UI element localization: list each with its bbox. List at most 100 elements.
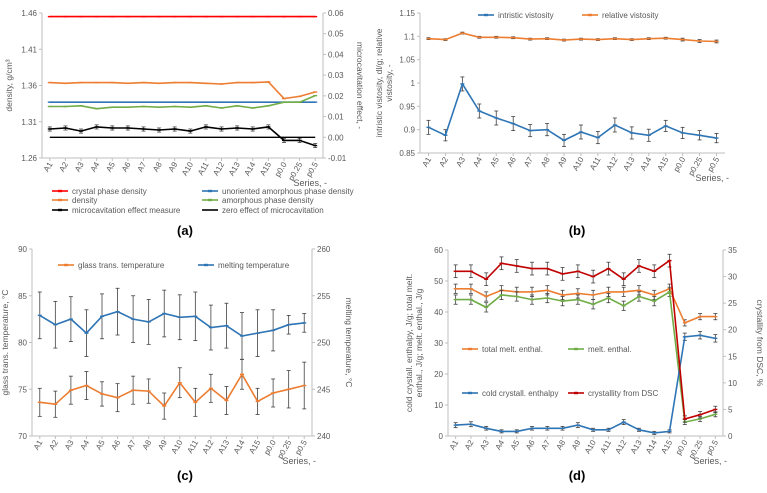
x-axis-title: Series, - [693, 456, 727, 466]
legend-label: amorphous phase density [222, 196, 314, 205]
x-tick-label: p0.5 [706, 155, 722, 173]
x-tick-label: A10 [180, 160, 195, 177]
legend-label: crystallity from DSC [588, 389, 658, 398]
x-tick-label: p0.5 [705, 438, 721, 456]
y2-tick-label: 250 [317, 339, 331, 348]
x-tick-label: A4 [471, 155, 484, 168]
series-line [49, 126, 316, 147]
x-tick-label: A5 [94, 438, 107, 451]
series-line [455, 287, 716, 324]
x-axis-title: Series, - [282, 456, 316, 466]
y2-tick-label: 15 [728, 352, 737, 361]
x-tick-label: A7 [522, 155, 535, 168]
y-tick-label: 1.05 [399, 56, 415, 65]
x-tick-label: A14 [644, 438, 659, 455]
y-tick-label: 50 [434, 277, 443, 286]
y2-tick-label: 35 [728, 246, 737, 255]
x-tick-label: A15 [258, 160, 273, 177]
y-axis-title: density, g/cm³ [4, 59, 14, 111]
y2-tick-label: 255 [317, 292, 331, 301]
y-tick-label: 0.85 [399, 149, 415, 158]
x-tick-label: A12 [605, 155, 620, 172]
x-axis-title: Series, - [293, 178, 327, 188]
y2-tick-label: 30 [728, 273, 737, 282]
y-tick-label: 0 [439, 432, 444, 441]
x-tick-label: A3 [478, 438, 491, 451]
x-tick-label: A12 [201, 438, 216, 455]
legend-label: glass trans. temperature [78, 261, 165, 270]
legend-label: unoriented amorphous phase density [222, 187, 354, 196]
x-tick-label: A14 [243, 160, 258, 177]
legend-label: crystal phase density [72, 187, 147, 196]
y2-tick-label: 0.04 [328, 50, 344, 59]
x-axis-title: Series, - [695, 173, 729, 183]
x-tick-label: A11 [196, 160, 211, 177]
x-tick-label: A3 [73, 160, 86, 173]
x-tick-label: A2 [57, 160, 70, 173]
y-tick-label: 80 [18, 339, 27, 348]
y2-tick-label: 25 [728, 299, 737, 308]
y2-tick-label: 0.01 [328, 113, 344, 122]
y2-tick-label: -0.01 [328, 154, 347, 163]
y2-tick-label: 20 [728, 326, 737, 335]
series-line [49, 94, 316, 110]
x-tick-label: A1 [42, 160, 55, 173]
legend-label: microcavitation effect measure [72, 206, 181, 215]
x-tick-label: A6 [120, 160, 133, 173]
x-tick-label: A11 [599, 438, 614, 455]
x-tick-label: A14 [639, 155, 654, 172]
x-tick-label: A9 [556, 155, 569, 168]
y-axis-title: glass trans. temperature, °C [0, 290, 10, 396]
panel-caption: (b) [569, 223, 586, 238]
chart-panel-1: 1.26 1.31 1.36 1.41 1.46 -0.01 0.00 0.01 0.02 0.0… [4, 9, 365, 238]
y-axis-title: vistosity, - [384, 64, 394, 101]
y-tick-label: 85 [18, 292, 27, 301]
x-tick-label: A4 [89, 160, 102, 173]
x-tick-label: p0.5 [304, 160, 320, 178]
x-tick-label: A1 [448, 438, 461, 451]
x-tick-label: A4 [494, 438, 507, 451]
panel-caption: (c) [177, 468, 193, 483]
y2-axis-title: microcavitation effect, - [355, 42, 365, 129]
x-tick-label: A8 [141, 438, 154, 451]
y-axis-title: enthal., J/g; melt. enthal., J/g [414, 288, 424, 397]
x-tick-label: A7 [136, 160, 149, 173]
x-tick-label: A8 [151, 160, 164, 173]
x-tick-label: A3 [63, 438, 76, 451]
y-axis-title: intristic vistosity, dl/g; relative [374, 28, 384, 137]
series-line [455, 290, 716, 424]
y-tick-label: 30 [434, 339, 443, 348]
x-tick-label: p0.5 [293, 438, 309, 456]
x-tick-label: A5 [509, 438, 522, 451]
x-tick-label: A2 [463, 438, 476, 451]
y-tick-label: 1.15 [399, 9, 415, 18]
x-tick-label: A3 [454, 155, 467, 168]
chart-panel-2: 0.85 0.9 0.95 1 1.05 1.1 1.15 A1 A2 A3 A4 A5 A6 A7 A8 A… [374, 9, 729, 238]
y2-tick-label: 260 [317, 245, 331, 254]
x-tick-label: A2 [47, 438, 60, 451]
x-tick-label: A13 [216, 438, 231, 455]
x-tick-label: A12 [211, 160, 226, 177]
x-tick-label: A12 [614, 438, 629, 455]
y-tick-label: 40 [434, 308, 443, 317]
x-tick-label: A5 [488, 155, 501, 168]
x-tick-label: A10 [583, 438, 598, 455]
x-tick-label: A4 [78, 438, 91, 451]
y-tick-label: 1.1 [404, 32, 416, 41]
y-tick-label: 75 [18, 385, 27, 394]
series-line [455, 259, 716, 421]
y-tick-label: 10 [434, 401, 443, 410]
y2-tick-label: 240 [317, 432, 331, 441]
x-tick-label: A10 [571, 155, 586, 172]
x-tick-label: A14 [232, 438, 247, 455]
x-tick-label: A10 [170, 438, 185, 455]
y2-tick-label: 0.02 [328, 92, 344, 101]
x-tick-label: A11 [588, 155, 603, 172]
series-line [39, 372, 305, 408]
y-tick-label: 0.9 [404, 126, 416, 135]
y-tick-label: 0.95 [399, 102, 415, 111]
y-tick-label: 1.26 [21, 154, 37, 163]
y2-tick-label: 0.06 [328, 9, 344, 18]
y2-tick-label: 245 [317, 385, 331, 394]
